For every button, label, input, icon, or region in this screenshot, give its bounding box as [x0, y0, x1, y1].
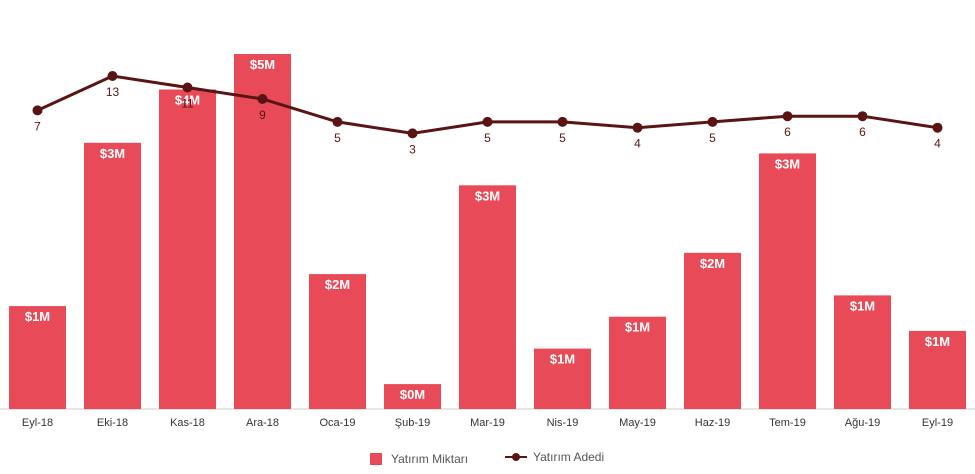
line-value-label-0: 7 [34, 119, 41, 133]
line-value-label-1: 13 [106, 85, 120, 99]
bar-value-label-2: $4M [175, 93, 200, 108]
bar-4[interactable] [309, 274, 366, 409]
x-tick-label-3: Ara-18 [246, 417, 279, 429]
bar-value-label-5: $0M [400, 387, 425, 402]
bar-labels-layer: $1M $3M $4M $5M $2M $0M $3M $1M $1M $2M $3M $1M $1M [25, 57, 950, 402]
line-value-label-3: 9 [259, 108, 266, 122]
x-tick-label-7: Nis-19 [547, 417, 579, 429]
line-point-12[interactable] [932, 122, 943, 133]
legend-line-label[interactable]: Yatırım Adedi [533, 450, 604, 464]
bar-value-label-7: $1M [550, 352, 575, 367]
line-point-5[interactable] [407, 128, 418, 139]
line-value-label-10: 6 [784, 125, 791, 139]
x-tick-label-0: Eyl-18 [22, 417, 53, 429]
x-tick-label-5: Şub-19 [395, 417, 430, 429]
line-layer [32, 71, 943, 139]
bar-value-label-12: $1M [925, 334, 950, 349]
bar-11[interactable] [834, 295, 891, 409]
line-value-label-5: 3 [409, 142, 416, 156]
line-point-11[interactable] [857, 111, 868, 122]
line-value-label-2: 11 [181, 97, 194, 111]
bar-value-label-0: $1M [25, 309, 50, 324]
line-labels-layer: 7 13 11 9 5 3 5 5 4 5 6 6 4 [34, 85, 941, 156]
line-point-10[interactable] [782, 111, 793, 122]
line-value-label-7: 5 [559, 131, 566, 145]
legend-line-marker[interactable] [512, 453, 520, 461]
line-value-label-4: 5 [334, 131, 341, 145]
bar-value-label-8: $1M [625, 320, 650, 335]
legend-bar-label[interactable]: Yatırım Miktarı [391, 452, 468, 466]
line-point-2[interactable] [182, 82, 193, 93]
bar-value-label-6: $3M [475, 188, 500, 203]
line-point-8[interactable] [632, 122, 643, 133]
bar-value-label-11: $1M [850, 298, 875, 313]
bar-8[interactable] [609, 316, 666, 409]
bar-5[interactable] [384, 384, 441, 409]
line-point-6[interactable] [482, 116, 493, 127]
bar-10[interactable] [759, 153, 816, 409]
bar-value-label-9: $2M [700, 256, 725, 271]
x-tick-label-9: Haz-19 [695, 417, 730, 429]
bar-6[interactable] [459, 185, 516, 409]
line-value-label-8: 4 [634, 137, 641, 151]
bar-1[interactable] [84, 142, 141, 410]
x-tick-label-11: Ağu-19 [845, 417, 880, 429]
line-point-7[interactable] [557, 116, 568, 127]
x-tick-label-10: Tem-19 [769, 417, 806, 429]
x-tick-label-12: Eyl-19 [922, 417, 953, 429]
line-value-label-11: 6 [859, 125, 866, 139]
bar-0[interactable] [9, 306, 66, 409]
bars-layer [9, 54, 966, 410]
line-point-0[interactable] [32, 105, 43, 116]
legend: Yatırım Miktarı Yatırım Adedi [370, 450, 604, 466]
line-point-9[interactable] [707, 116, 718, 127]
line-value-label-6: 5 [484, 131, 491, 145]
bar-value-label-10: $3M [775, 156, 800, 171]
line-value-label-12: 4 [934, 137, 941, 151]
bar-value-label-4: $2M [325, 277, 350, 292]
bar-9[interactable] [684, 252, 741, 409]
x-axis-ticks: Eyl-18 Eki-18 Kas-18 Ara-18 Oca-19 Şub-19 Mar-… [22, 417, 953, 429]
bar-3[interactable] [234, 54, 291, 409]
bar-7[interactable] [534, 348, 591, 409]
x-tick-label-8: May-19 [619, 417, 656, 429]
x-tick-label-2: Kas-18 [170, 417, 205, 429]
bar-value-label-1: $3M [100, 146, 125, 161]
bar-value-label-3: $5M [250, 57, 275, 72]
x-tick-label-6: Mar-19 [470, 417, 505, 429]
line-point-1[interactable] [107, 71, 118, 81]
bar-2[interactable] [159, 89, 216, 410]
line-point-4[interactable] [332, 116, 343, 127]
x-tick-label-1: Eki-18 [97, 417, 128, 429]
line-value-label-9: 5 [709, 131, 716, 145]
bar-12[interactable] [909, 330, 966, 409]
x-tick-label-4: Oca-19 [319, 417, 355, 429]
legend-bar-swatch[interactable] [370, 453, 382, 465]
line-point-3[interactable] [257, 94, 268, 104]
